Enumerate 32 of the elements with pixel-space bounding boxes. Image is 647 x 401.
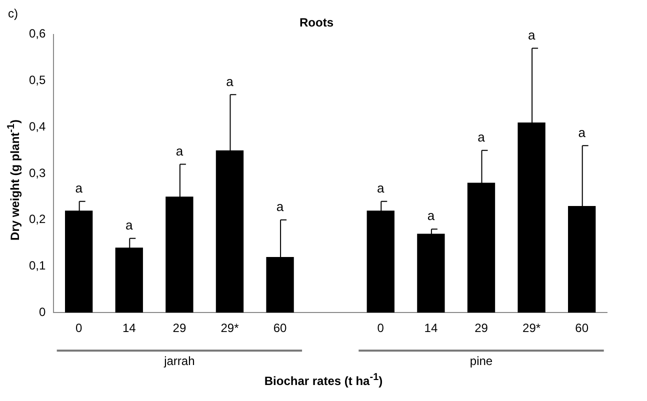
x-tick-label: 29* [522, 321, 541, 336]
y-tick-label: 0,5 [28, 73, 46, 88]
x-tick-label: 14 [424, 321, 438, 336]
y-tick-label: 0 [38, 304, 46, 319]
x-axis-title: Biochar rates (t ha$^{-1}$) [263, 372, 384, 388]
annotation: a [427, 208, 436, 224]
annotation: a [528, 27, 536, 42]
text: jarrah [163, 354, 195, 368]
annotation: a [226, 74, 234, 89]
text: c) [8, 6, 18, 20]
x-tick-label: 60 [575, 321, 589, 336]
x-tick-label: 29 [172, 321, 186, 336]
y-tick-label: 0,4 [28, 119, 46, 134]
annotation: a [478, 129, 486, 144]
annotation: a [276, 198, 284, 214]
annotation: a [176, 143, 184, 158]
annotation: a [75, 180, 84, 196]
x-tick-label: 29* [220, 321, 240, 336]
chart-title: Roots [300, 16, 334, 30]
annotation: a [578, 124, 586, 140]
y-tick-label: 0,2 [28, 212, 46, 226]
x-tick-label: 60 [273, 321, 288, 336]
x-tick-label: 0 [75, 321, 82, 336]
y-tick-label: 0,3 [28, 166, 46, 180]
x-tick-label: 0 [377, 321, 384, 336]
x-tick-label: 29 [474, 321, 488, 336]
y-tick-label: 0,6 [28, 26, 46, 41]
y-tick-label: 0,1 [28, 258, 46, 273]
annotation: a [126, 217, 134, 232]
x-tick-label: 14 [122, 321, 136, 336]
text: pine [470, 354, 493, 368]
annotation: a [377, 180, 386, 196]
